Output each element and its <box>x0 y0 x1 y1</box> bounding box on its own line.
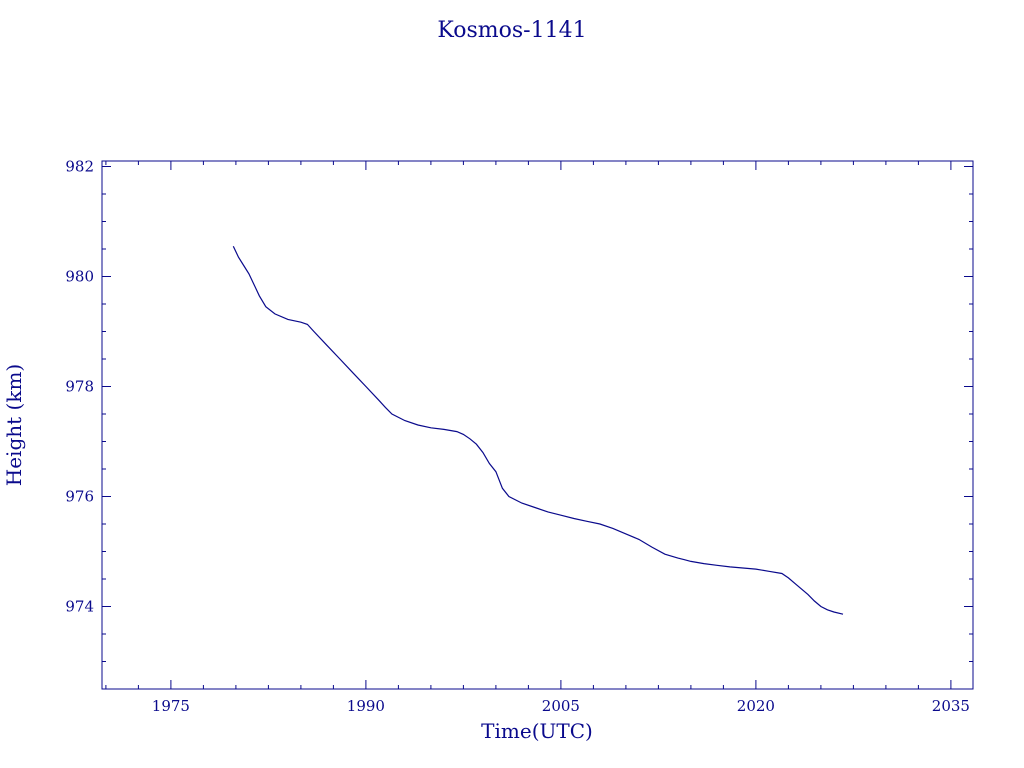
y-tick-label: 976 <box>65 488 94 506</box>
y-axis-label: Height (km) <box>2 364 26 486</box>
y-tick-label: 974 <box>65 598 94 616</box>
x-tick-label: 1990 <box>347 697 385 715</box>
x-tick-label: 2020 <box>737 697 775 715</box>
plot-frame <box>101 160 974 690</box>
x-tick-labels: 1975 1990 2005 2020 2035 <box>152 697 970 715</box>
x-axis-label: Time(UTC) <box>481 719 593 743</box>
x-tick-label: 1975 <box>152 697 190 715</box>
y-tick-label: 978 <box>65 378 94 396</box>
x-tick-label: 2005 <box>542 697 580 715</box>
axis-ticks <box>102 161 973 690</box>
y-tick-labels: 974 976 978 980 982 <box>65 158 94 616</box>
series-line <box>232 246 844 615</box>
x-tick-label: 2035 <box>932 697 970 715</box>
y-tick-label: 982 <box>65 158 94 176</box>
y-tick-label: 980 <box>65 268 94 286</box>
chart-title: Kosmos-1141 <box>437 18 586 43</box>
